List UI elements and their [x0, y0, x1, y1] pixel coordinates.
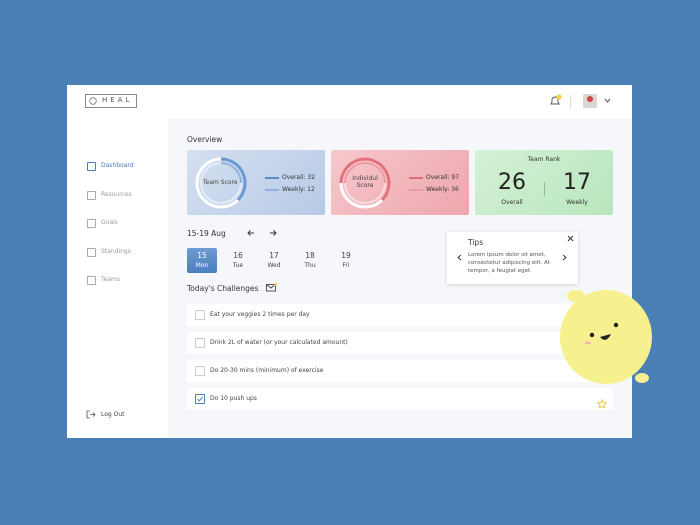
logo-text: HEAL [102, 96, 133, 104]
challenge-text: Eat your veggies 2 times per day [210, 311, 310, 318]
prev-week[interactable] [246, 228, 256, 238]
prev-tip[interactable] [457, 254, 462, 261]
avatar[interactable] [583, 94, 597, 108]
tips-text: Lorem ipsum dolor sit amet, consectetur … [468, 252, 550, 274]
overall-score: Overall: 32 [282, 174, 316, 181]
day-date: 17 [269, 251, 279, 260]
nav-icon [87, 219, 96, 228]
section-title: Overview [187, 135, 223, 144]
date-range: 15-19 Aug [187, 229, 226, 238]
checkbox[interactable] [195, 394, 205, 404]
card-label: Individul Score [352, 175, 378, 189]
rank-label: Overall [501, 199, 523, 206]
overall-score: Overall: 97 [426, 174, 460, 181]
score-ring [195, 157, 247, 209]
logout-icon [86, 410, 96, 419]
challenge-text: Do 10 push ups [210, 395, 257, 402]
logo: HEAL [85, 94, 137, 108]
next-tip[interactable] [562, 254, 567, 261]
card-label: Team Rank [527, 156, 561, 163]
score-ring [339, 157, 391, 209]
legend-line [409, 189, 423, 191]
day[interactable]: 19 Fri [331, 248, 361, 273]
weekly-score: Weekly: 12 [282, 186, 315, 193]
day-date: 18 [305, 251, 315, 260]
day[interactable]: 17 Wed [259, 248, 289, 273]
nav-item[interactable]: Teams [101, 276, 120, 283]
legend-line [409, 177, 423, 179]
favorite-star[interactable] [596, 394, 608, 409]
nav-item[interactable]: Standings [101, 247, 131, 255]
main-panel: Overview Team Score Overall: 32 Weekly: … [168, 119, 632, 438]
legend-line [265, 189, 279, 191]
rank-label: Weekly [566, 199, 588, 206]
day-date: 16 [233, 251, 243, 260]
challenge-row: Do 20-30 mins (minimum) of exercise [187, 360, 613, 382]
card-label: Team Score [203, 179, 238, 186]
nav-item[interactable]: Resources [101, 190, 132, 198]
day-date: 19 [341, 251, 351, 260]
challenge-text: Do 20-30 mins (minimum) of exercise [210, 367, 324, 374]
nav-icon [87, 190, 96, 200]
rank-value: 17 [563, 170, 591, 195]
close-tips[interactable] [567, 235, 574, 242]
divider [544, 182, 545, 196]
notification-bell[interactable] [548, 94, 562, 108]
app-window: HEAL Log Out Overview Team Score Overall… [67, 85, 632, 438]
divider [570, 95, 571, 109]
tips-popup: Tips Lorem ipsum dolor sit amet, consect… [447, 232, 578, 284]
lemon-mascot [560, 290, 652, 384]
mail-icon[interactable] [266, 283, 277, 292]
day-name: Wed [267, 262, 281, 269]
challenge-row: Eat your veggies 2 times per day [187, 304, 613, 326]
section-title: Today's Challenges [187, 284, 259, 293]
challenge-row: Do 10 push ups [187, 388, 613, 410]
tips-title: Tips [468, 238, 484, 247]
individual-score-card: Individul Score Overall: 97 Weekly: 36 [331, 150, 469, 215]
logo-icon [89, 97, 97, 105]
legend-line [265, 177, 279, 179]
day-name: Mon [195, 262, 209, 269]
checkbox[interactable] [195, 366, 205, 376]
day-date: 15 [197, 251, 207, 260]
account-menu-chevron[interactable] [604, 98, 611, 104]
rank-value: 26 [498, 170, 526, 195]
nav-item[interactable]: Goals [101, 219, 118, 226]
logout[interactable]: Log Out [101, 411, 125, 418]
team-score-card: Team Score Overall: 32 Weekly: 12 [187, 150, 325, 215]
checkbox[interactable] [195, 310, 205, 320]
challenge-text: Drink 2L of water (or your calculated am… [210, 339, 348, 346]
day-name: Tue [232, 262, 244, 269]
checkbox[interactable] [195, 338, 205, 348]
day[interactable]: 18 Thu [295, 248, 325, 273]
challenge-row: Drink 2L of water (or your calculated am… [187, 332, 613, 354]
nav-icon [87, 247, 96, 257]
team-rank-card: Team Rank 26 Overall 17 Weekly [475, 150, 613, 215]
nav-icon [87, 276, 96, 285]
nav-icon [87, 162, 96, 171]
day-name: Fri [342, 262, 350, 269]
next-week[interactable] [268, 228, 278, 238]
day[interactable]: 16 Tue [223, 248, 253, 273]
day[interactable]: 15 Mon [187, 248, 217, 273]
weekly-score: Weekly: 36 [426, 186, 459, 193]
day-name: Thu [304, 262, 316, 269]
nav-item[interactable]: Dashboard [101, 162, 134, 169]
